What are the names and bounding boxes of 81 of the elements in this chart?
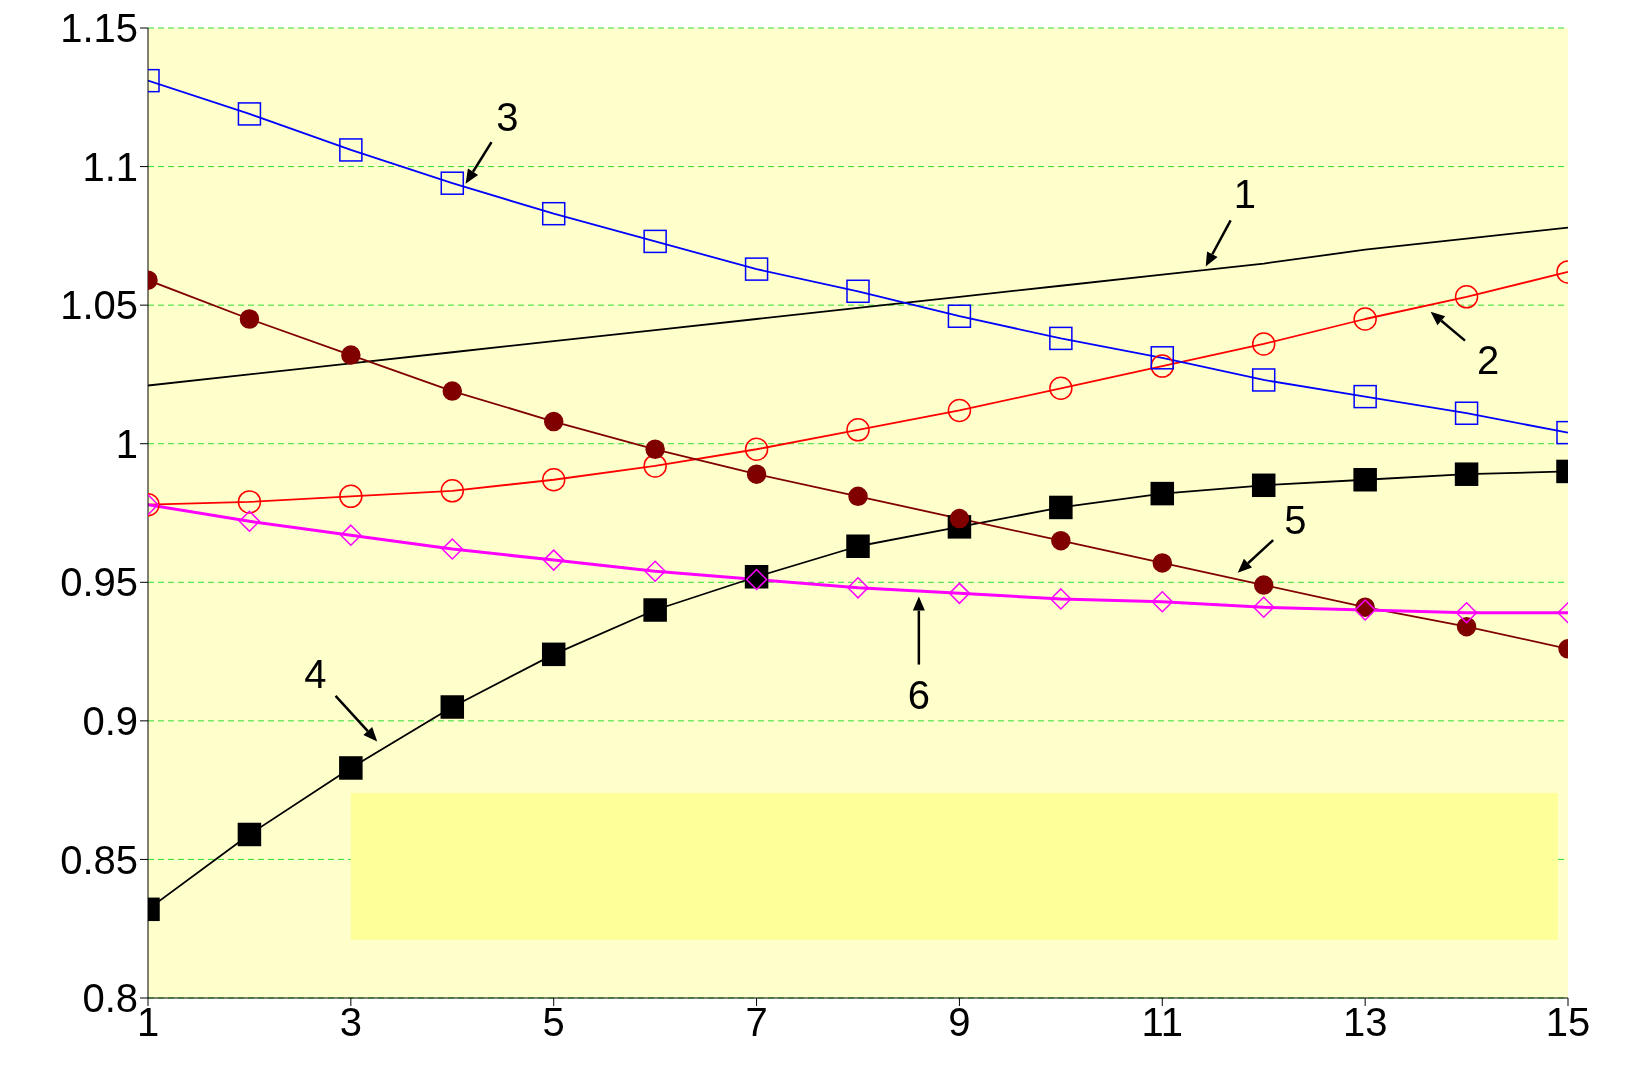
point [643, 229, 667, 254]
point [1253, 575, 1274, 595]
point [1049, 326, 1073, 351]
point [1049, 376, 1073, 401]
point [237, 490, 262, 514]
point [440, 171, 465, 195]
point [746, 464, 767, 484]
point [643, 454, 667, 478]
x-tick-label: 7 [745, 1000, 768, 1045]
y-tick-label: 1 [115, 421, 138, 466]
point [339, 138, 363, 162]
x-tick-label: 3 [339, 1000, 362, 1045]
point [846, 534, 870, 559]
point [542, 549, 565, 571]
annotation: 5 [1284, 497, 1307, 542]
point [440, 695, 465, 719]
annotation: 1 [1233, 171, 1256, 216]
point [543, 411, 564, 432]
annotation: 3 [496, 94, 519, 139]
annotation: 6 [907, 672, 930, 717]
point [1150, 481, 1175, 506]
x-tick-label: 13 [1342, 1000, 1388, 1045]
point [948, 582, 971, 605]
y-tick-label: 1.1 [82, 144, 138, 189]
annotation: 4 [304, 651, 327, 696]
point [1152, 553, 1173, 573]
point [744, 257, 769, 281]
x-tick-label: 15 [1545, 1000, 1591, 1045]
x-tick-label: 5 [542, 1000, 565, 1045]
point [643, 598, 667, 622]
point [1252, 596, 1275, 618]
point [848, 486, 868, 507]
point [237, 822, 262, 847]
y-tick-label: 1.15 [60, 6, 138, 51]
point [1150, 354, 1175, 378]
point [541, 642, 566, 667]
point [1251, 332, 1276, 356]
point [1454, 462, 1479, 486]
point [442, 381, 463, 401]
point [1455, 602, 1478, 624]
point [1251, 473, 1276, 498]
point [1454, 401, 1479, 425]
point [1456, 616, 1477, 637]
point [744, 437, 769, 462]
point [339, 484, 363, 509]
point [339, 756, 363, 780]
point [645, 439, 665, 460]
point [1150, 346, 1175, 370]
point [1353, 307, 1377, 331]
point [340, 524, 362, 546]
annotation: 2 [1476, 337, 1500, 382]
y-tick-label: 0.8 [82, 976, 138, 1021]
point [238, 510, 261, 533]
point [846, 279, 870, 304]
point [341, 345, 361, 365]
point [947, 398, 972, 423]
point [1353, 384, 1377, 409]
point [441, 538, 464, 560]
point [846, 418, 870, 442]
y-tick-label: 0.9 [82, 699, 138, 744]
point [1151, 590, 1174, 613]
point [440, 479, 465, 503]
point [947, 304, 972, 328]
point [239, 309, 260, 329]
y-tick-label: 0.95 [60, 560, 138, 605]
point [644, 560, 666, 582]
point [949, 508, 970, 529]
x-tick-label: 11 [1141, 1000, 1184, 1045]
point [1051, 530, 1071, 551]
y-tick-label: 1.05 [60, 283, 138, 328]
x-tick-label: 9 [948, 1000, 971, 1045]
point [541, 467, 566, 492]
point [1251, 368, 1276, 392]
point [1454, 285, 1479, 309]
y-tick-label: 0.85 [60, 837, 138, 882]
point [1353, 467, 1377, 492]
point [1049, 495, 1073, 520]
point [237, 102, 262, 126]
point [541, 201, 566, 226]
point [847, 577, 869, 599]
point [1050, 588, 1072, 610]
